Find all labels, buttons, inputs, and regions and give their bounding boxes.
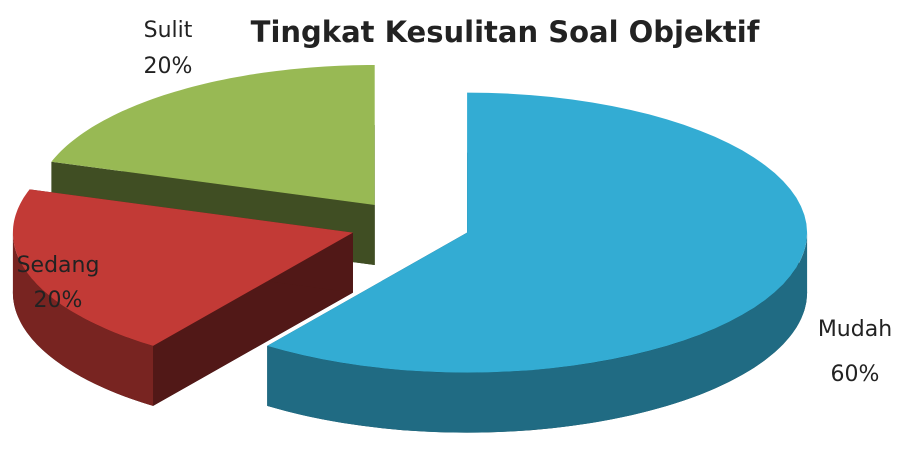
slice bbox=[12, 189, 353, 346]
slice-label: Mudah bbox=[818, 317, 892, 342]
chart-title: Tingkat Kesulitan Soal Objektif bbox=[251, 15, 760, 49]
slice-value-label: 60% bbox=[831, 362, 880, 387]
slice-value-label: 20% bbox=[34, 288, 83, 313]
slice-label: Sulit bbox=[144, 18, 193, 43]
slice bbox=[51, 65, 375, 206]
slice-rim bbox=[12, 232, 154, 406]
slice-value-label: 20% bbox=[144, 54, 193, 79]
slice bbox=[267, 92, 808, 373]
slice-rim bbox=[267, 232, 808, 433]
slice-label: Sedang bbox=[17, 253, 100, 278]
